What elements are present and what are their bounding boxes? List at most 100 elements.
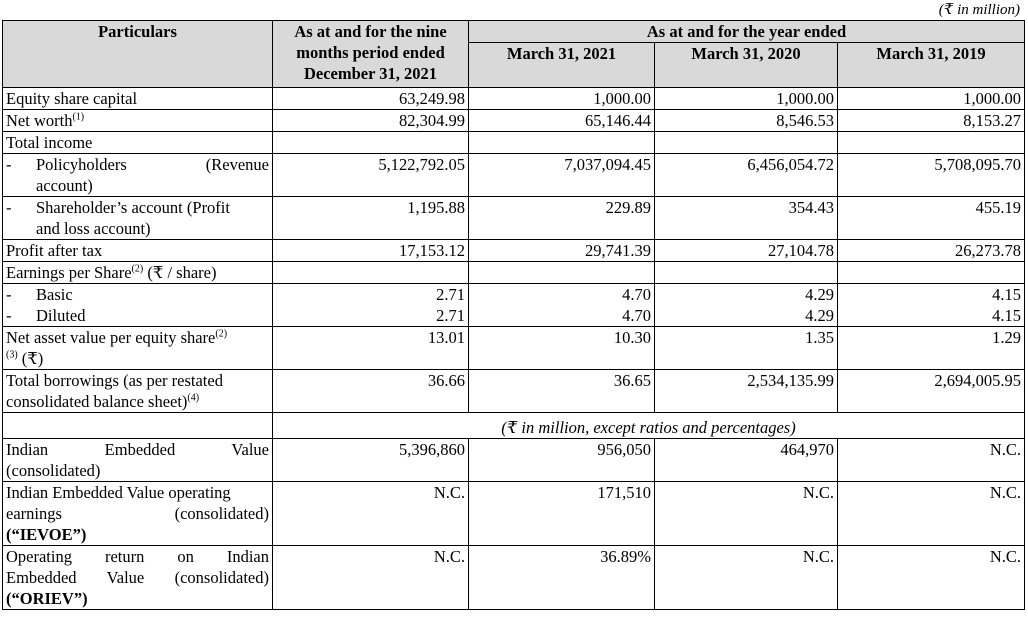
cell-value: 455.19 (836, 196, 1026, 240)
cell-value: 4.29 (654, 305, 838, 327)
cell-value: 36.65 (468, 369, 655, 413)
cell-value: N.C. (654, 545, 838, 610)
cell-value: 29,741.39 (468, 239, 655, 262)
row-basic: - Basic 2.71 4.70 4.29 4.15 (2, 283, 1026, 305)
cell-value: 956,050 (468, 438, 655, 482)
cell-value: 10.30 (468, 326, 655, 370)
row-pat: Profit after tax 17,153.12 29,741.39 27,… (2, 239, 1026, 262)
cell-value: 7,037,094.45 (468, 153, 655, 197)
row-policyholders: - Policyholders (Revenue account) 5,122,79… (2, 153, 1026, 197)
cell-empty (468, 261, 655, 284)
cell-value: 26,273.78 (836, 239, 1026, 262)
cell-empty (836, 261, 1026, 284)
row-label: Total income (2, 131, 273, 154)
cell-value: 171,510 (468, 481, 655, 546)
cell-value: 17,153.12 (272, 239, 469, 262)
unit-note: (₹ in million) (938, 2, 1020, 18)
cell-value: 1,000.00 (468, 87, 655, 110)
row-label: Indian Embedded Value (consolidated) (2, 438, 273, 482)
footnote-ref: (2) (215, 328, 228, 340)
cell-value: N.C. (272, 481, 469, 546)
cell-value: 1.35 (654, 326, 838, 370)
cell-value: N.C. (836, 545, 1026, 610)
cell-value: 8,153.27 (836, 109, 1026, 132)
col-header-year-group: As at and for the year ended (467, 20, 1026, 43)
cell-value: 4.70 (468, 305, 655, 327)
cell-value: 229.89 (468, 196, 655, 240)
cell-value: 354.43 (654, 196, 838, 240)
cell-empty (654, 131, 838, 154)
table-caption: (₹ in million, except ratios and percent… (271, 412, 1026, 439)
cell-value: N.C. (836, 438, 1026, 482)
cell-value: 1,000.00 (654, 87, 838, 110)
cell-empty (836, 131, 1026, 154)
cell-value: N.C. (836, 481, 1026, 546)
row-shareholders: - Shareholder’s account (Profit and loss a… (2, 196, 1026, 240)
cell-value: N.C. (654, 481, 838, 546)
cell-value: 1.29 (836, 326, 1026, 370)
row-iev: Indian Embedded Value (consolidated) 5,3… (2, 438, 1026, 482)
cell-value: 1,000.00 (836, 87, 1026, 110)
cell-value: N.C. (272, 545, 469, 610)
row-label: - Shareholder’s account (Profit and loss a… (2, 196, 273, 240)
cell-value: 65,146.44 (468, 109, 655, 132)
row-label: Operating return on Indian Embedded Valu… (2, 545, 273, 610)
row-label: - Policyholders (Revenue account) (2, 153, 273, 197)
row-oriev: Operating return on Indian Embedded Valu… (2, 545, 1026, 610)
cell-value: 36.66 (272, 369, 469, 413)
footnote-ref: (1) (72, 111, 85, 123)
cell-value: 2,534,135.99 (654, 369, 838, 413)
cell-empty (468, 131, 655, 154)
row-label: Net asset value per equity share(2) (3) (… (2, 326, 273, 370)
row-networth: Net worth(1) 82,304.99 65,146.44 8,546.5… (2, 109, 1026, 132)
cell-value: 5,708,095.70 (836, 153, 1026, 197)
cell-value: 8,546.53 (654, 109, 838, 132)
cell-empty (272, 131, 469, 154)
cell-value: 4.70 (468, 283, 655, 305)
cell-value: 2,694,005.95 (836, 369, 1026, 413)
cell-value: 4.15 (836, 283, 1026, 305)
row-ievoe: Indian Embedded Value operating earnings… (2, 481, 1026, 546)
cell-value: 6,456,054.72 (654, 153, 838, 197)
row-label: Profit after tax (2, 239, 273, 262)
row-label: Equity share capital (2, 87, 273, 110)
cell-value: 36.89% (468, 545, 655, 610)
row-label: Net worth(1) (2, 109, 273, 132)
row-label: Total borrowings (as per restated consoli… (2, 369, 273, 413)
row-label: - Diluted (2, 305, 273, 327)
cell-value: 5,122,792.05 (272, 153, 469, 197)
caption-row: (₹ in million, except ratios and percent… (2, 412, 1026, 439)
row-label: - Basic (2, 283, 273, 305)
cell-empty (2, 412, 273, 439)
cell-value: 4.15 (836, 305, 1026, 327)
cell-value: 5,396,860 (272, 438, 469, 482)
col-header-nine-months: As at and for the nine months period end… (272, 20, 469, 88)
col-header-fy2020: March 31, 2020 (654, 42, 838, 88)
footnote-ref: (2) (131, 263, 144, 275)
col-header-fy2019: March 31, 2019 (836, 42, 1026, 88)
row-equity: Equity share capital 63,249.98 1,000.00 … (2, 87, 1026, 110)
cell-value: 27,104.78 (654, 239, 838, 262)
cell-value: 2.71 (272, 283, 469, 305)
header-row-1: Particulars As at and for the nine month… (2, 20, 1026, 88)
cell-value: 82,304.99 (272, 109, 469, 132)
cell-value: 464,970 (654, 438, 838, 482)
footnote-ref: (4) (187, 392, 200, 404)
col-header-particulars: Particulars (2, 20, 273, 88)
header-row-2: March 31, 2021 March 31, 2020 March 31, … (3, 42, 1026, 88)
footnote-ref: (3) (6, 349, 18, 361)
row-borrowings: Total borrowings (as per restated consoli… (2, 369, 1026, 413)
financial-table: Particulars As at and for the nine month… (2, 20, 1026, 610)
cell-value: 63,249.98 (272, 87, 469, 110)
row-label: Earnings per Share(2) (₹ / share) (2, 261, 273, 284)
cell-value: 2.71 (272, 305, 469, 327)
cell-value: 4.29 (654, 283, 838, 305)
cell-value: 13.01 (272, 326, 469, 370)
cell-empty (272, 261, 469, 284)
row-label: Indian Embedded Value operating earnings… (2, 481, 273, 546)
cell-empty (654, 261, 838, 284)
row-total-income: Total income (2, 131, 1026, 154)
col-header-fy2021: March 31, 2021 (468, 42, 655, 88)
row-nav: Net asset value per equity share(2) (3) (… (2, 326, 1026, 370)
row-eps: Earnings per Share(2) (₹ / share) (2, 261, 1026, 284)
